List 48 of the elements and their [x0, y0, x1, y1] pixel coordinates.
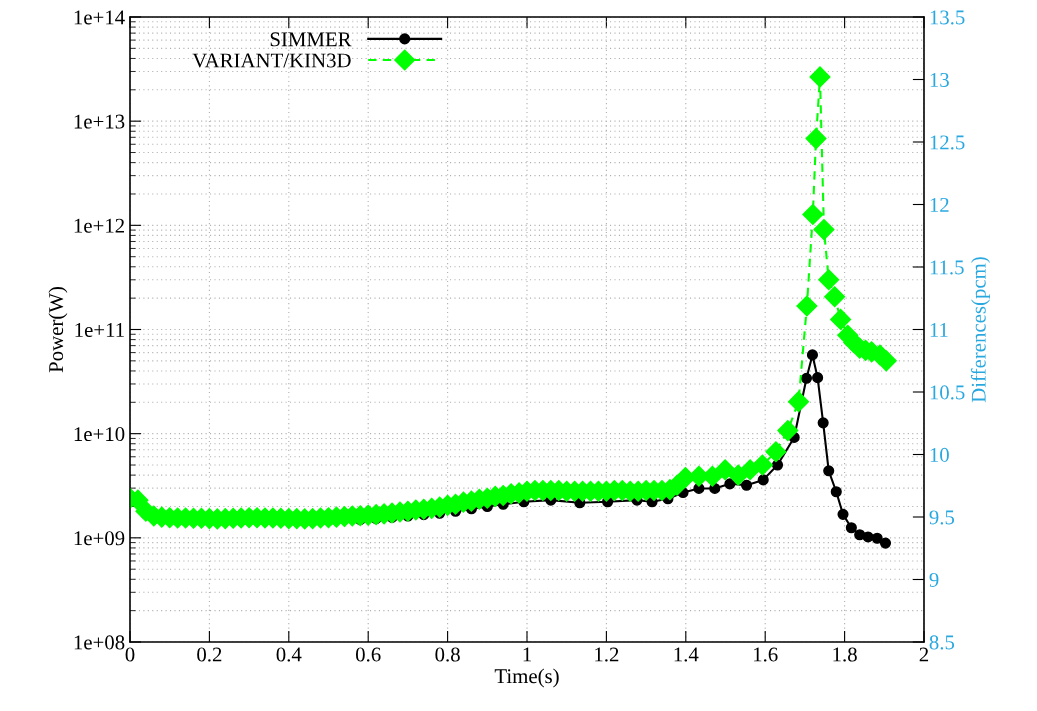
point — [837, 508, 849, 520]
y-tick-label: 1e+11 — [75, 322, 124, 337]
y2-tick-label: 12 — [930, 197, 949, 212]
point — [830, 486, 842, 498]
legend-label: SIMMER — [270, 32, 352, 47]
point — [757, 474, 769, 486]
y2-tick-label: 13.5 — [930, 10, 965, 25]
y2-tick-label: 13 — [930, 72, 949, 87]
point — [740, 479, 753, 491]
y2-tick-label: 9 — [929, 572, 939, 587]
x-tick-label: 0.4 — [276, 647, 302, 662]
legend-label: VARIANT/KIN3D — [192, 53, 351, 68]
point — [800, 372, 813, 384]
y-tick-label: 1e+09 — [74, 531, 125, 546]
y2-tick-label: 12.5 — [930, 135, 965, 150]
y-tick-label: 1e+13 — [74, 114, 125, 129]
point — [823, 465, 835, 477]
y-tick-label: 1e+10 — [74, 427, 125, 442]
point — [771, 459, 784, 471]
y-tick-label: 1e+14 — [74, 10, 125, 25]
point — [806, 349, 818, 361]
y2-tick-label: 8.5 — [929, 635, 955, 650]
x-tick-label: 1.6 — [754, 647, 778, 662]
point — [817, 417, 829, 429]
y-tick-label: 1e+08 — [74, 635, 125, 650]
x-tick-label: 1.8 — [833, 647, 857, 662]
x-tick-label: 2 — [919, 647, 929, 662]
y2-tick-label: 9.5 — [929, 510, 955, 525]
y2-tick-label: 11 — [930, 322, 948, 337]
y2-tick-label: 11.5 — [930, 260, 964, 275]
y-axis-title: Power(W) — [48, 287, 68, 373]
y2-tick-label: 10.5 — [930, 385, 965, 400]
point — [871, 532, 883, 544]
x-tick-label: 1.2 — [595, 647, 619, 662]
x-tick-label: 1 — [523, 647, 531, 662]
point — [724, 478, 736, 490]
x-tick-label: 1.4 — [674, 647, 699, 662]
x-tick-label: 0.6 — [355, 647, 381, 662]
point — [812, 372, 824, 384]
y-tick-label: 1e+12 — [74, 218, 124, 233]
x-tick-label: 0.2 — [197, 647, 222, 662]
point — [845, 522, 857, 534]
x-axis-title: Time(s) — [494, 668, 559, 688]
x-tick-label: 0 — [125, 647, 135, 662]
y2-tick-label: 10 — [930, 447, 949, 462]
x-tick-label: 0.8 — [435, 647, 460, 662]
y2-axis-title: Differences(pcm) — [970, 257, 990, 403]
point — [879, 537, 892, 549]
